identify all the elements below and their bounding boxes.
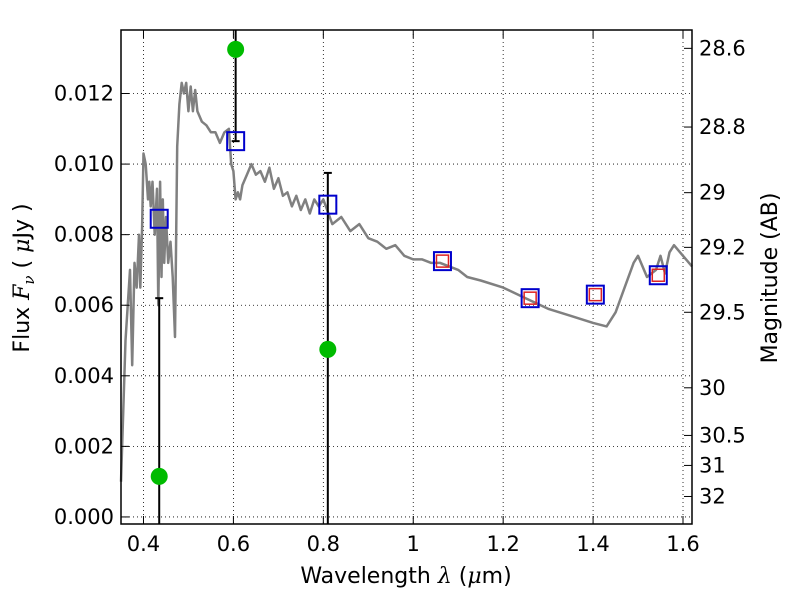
x-axis-label: Wavelength λ (μm) — [300, 564, 511, 589]
nir-photometry-marker — [651, 268, 666, 282]
y-tick-label: 0.002 — [54, 434, 114, 458]
x-tick-label: 1.2 — [486, 532, 519, 556]
x-tick-label: 1.4 — [576, 532, 609, 556]
model-photometry-marker — [432, 251, 452, 272]
model-photometry-marker — [149, 208, 169, 229]
y2-tick-label: 28.8 — [699, 115, 746, 139]
ticks: 0.4 0.6 0.8 1 1.2 1.4 1.6 0.000 0.002 0.004 0.006 0… — [54, 30, 746, 556]
model-photometry-marker — [318, 194, 338, 215]
y-tick-label: 0.000 — [54, 505, 114, 529]
nir-photometry-marker — [435, 254, 450, 268]
y-tick-label: 0.006 — [54, 293, 114, 317]
y-tick-label: 0.012 — [54, 82, 114, 106]
y2-tick-label: 28.6 — [699, 36, 746, 60]
y-tick-label: 0.008 — [54, 223, 114, 247]
y2-tick-label: 31 — [699, 453, 726, 477]
observed-point — [227, 40, 245, 58]
nir-photometry-marker — [523, 291, 537, 305]
x-tick-label: 1 — [407, 532, 420, 556]
y-tick-label: 0.004 — [54, 364, 114, 388]
observed-point — [150, 467, 168, 485]
model-photometry-marker — [585, 284, 605, 305]
plot-frame — [120, 29, 693, 525]
y2-tick-label: 29.2 — [699, 235, 746, 259]
x-tick-label: 0.4 — [127, 532, 160, 556]
x-tick-label: 1.6 — [666, 532, 699, 556]
model-photometry-marker — [648, 265, 668, 286]
y2-tick-label: 30.5 — [699, 423, 746, 447]
x-tick-label: 0.8 — [307, 532, 340, 556]
y2-axis-label: Magnitude (AB) — [758, 193, 783, 364]
model-photometry-marker — [520, 288, 540, 309]
data-layer — [119, 30, 693, 524]
y-axis-label: Flux Fν ( μJy ) — [10, 203, 38, 352]
y2-tick-label: 29.5 — [699, 300, 746, 324]
y-tick-label: 0.010 — [54, 152, 114, 176]
nir-photometry-marker — [588, 287, 603, 302]
x-tick-label: 0.6 — [217, 532, 250, 556]
y2-tick-label: 32 — [699, 484, 726, 508]
observed-point — [319, 340, 337, 358]
y2-tick-label: 30 — [699, 376, 726, 400]
y2-tick-label: 29 — [699, 181, 726, 205]
plot-background — [121, 30, 692, 524]
model-photometry-marker — [226, 131, 246, 152]
